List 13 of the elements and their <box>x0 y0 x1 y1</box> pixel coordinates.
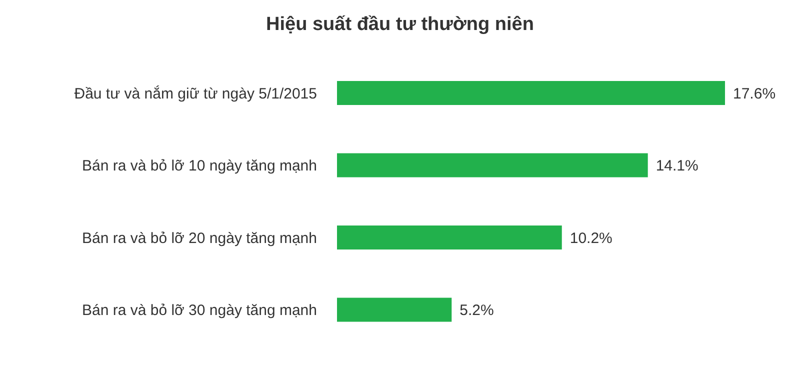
data-label: 10.2% <box>570 230 612 247</box>
chart-title: Hiệu suất đầu tư thường niên <box>265 14 535 36</box>
data-label: 14.1% <box>656 158 698 175</box>
y-tick-label: Bán ra và bỏ lỡ 30 ngày tăng mạnh <box>82 302 317 320</box>
y-tick-label: Bán ra và bỏ lỡ 20 ngày tăng mạnh <box>82 230 317 247</box>
y-tick-label: Đầu tư và nắm giữ từ ngày 5/1/2015 <box>74 84 317 102</box>
bar <box>337 153 648 178</box>
bar <box>337 226 562 250</box>
bar <box>337 298 452 322</box>
data-label: 17.6% <box>733 85 776 102</box>
data-label: 5.2% <box>460 302 494 320</box>
bar <box>337 81 725 105</box>
y-tick-label: Bán ra và bỏ lỡ 10 ngày tăng mạnh <box>82 158 317 175</box>
